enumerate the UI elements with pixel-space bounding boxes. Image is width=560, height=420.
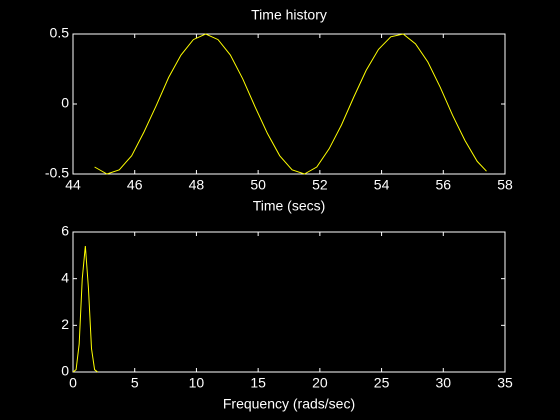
x-tick-label: 20 bbox=[312, 375, 328, 391]
y-tick-label: -0.5 bbox=[45, 165, 69, 181]
x-tick-label: 48 bbox=[189, 177, 205, 193]
y-tick-label: 0 bbox=[61, 363, 69, 379]
x-tick-label: 44 bbox=[65, 177, 81, 193]
x-tick-label: 54 bbox=[374, 177, 390, 193]
x-tick-label: 58 bbox=[497, 177, 513, 193]
x-axis-label: Time (secs) bbox=[253, 198, 326, 214]
x-tick-label: 50 bbox=[250, 177, 266, 193]
x-tick-label: 52 bbox=[312, 177, 328, 193]
x-tick-label: 35 bbox=[497, 375, 513, 391]
x-tick-label: 10 bbox=[189, 375, 205, 391]
x-tick-label: 0 bbox=[69, 375, 77, 391]
data-line bbox=[94, 33, 487, 175]
x-tick-label: 5 bbox=[131, 375, 139, 391]
x-tick-label: 25 bbox=[374, 375, 390, 391]
x-tick-label: 46 bbox=[127, 177, 143, 193]
y-tick-label: 2 bbox=[61, 316, 69, 332]
axes-box bbox=[72, 33, 506, 175]
chart-title: Time history bbox=[251, 7, 327, 23]
x-tick-label: 56 bbox=[435, 177, 451, 193]
x-axis-label: Frequency (rads/sec) bbox=[223, 396, 355, 412]
y-tick-label: 4 bbox=[61, 269, 69, 285]
y-tick-label: 0 bbox=[61, 95, 69, 111]
x-tick-label: 15 bbox=[250, 375, 266, 391]
y-tick-label: 6 bbox=[61, 223, 69, 239]
data-line bbox=[72, 245, 98, 373]
x-tick-label: 30 bbox=[435, 375, 451, 391]
y-tick-label: 0.5 bbox=[50, 25, 70, 41]
axes-box bbox=[72, 231, 506, 373]
